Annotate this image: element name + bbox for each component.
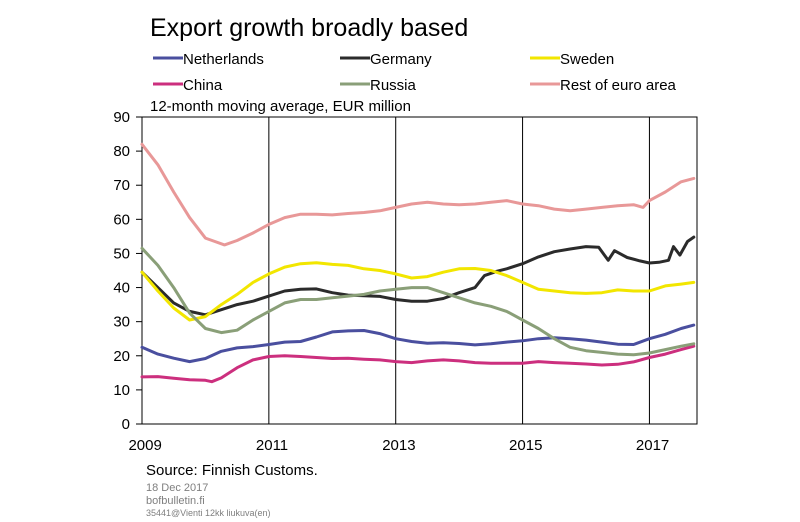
series-line-netherlands [140,323,696,364]
x-tick-label: 2015 [509,437,542,454]
source-note: Source: Finnish Customs. [146,462,318,479]
legend-item-rest-of-euro-area: Rest of euro area [530,77,677,94]
x-tick-label: 2017 [636,437,669,454]
legend-label-china: China [183,77,223,94]
legend-label-russia: Russia [370,77,417,94]
legend-item-sweden: Sweden [530,51,614,68]
chart-subtitle: 12-month moving average, EUR million [150,98,411,115]
legend: Netherlands Germany Sweden China Russia … [153,51,677,94]
file-id: 35441@Vienti 12kk liukuva(en) [146,508,271,518]
x-axis: 2009 2011 2013 2015 2017 [128,437,669,454]
publication-date: 18 Dec 2017 [146,482,208,494]
site-name: bofbulletin.fi [146,495,205,507]
y-tick-label: 0 [122,416,130,433]
y-axis: 0 10 20 30 40 50 60 70 80 90 [113,109,142,433]
series-line-russia [140,246,696,357]
x-tick-label: 2013 [382,437,415,454]
legend-item-russia: Russia [340,77,417,94]
x-tick-label: 2011 [256,437,288,454]
y-tick-label: 50 [113,245,130,262]
series-lines [140,142,696,384]
y-tick-label: 80 [113,143,130,160]
legend-label-germany: Germany [370,51,432,68]
series-line-germany [140,235,696,317]
gridlines [268,117,650,424]
y-tick-label: 30 [113,314,130,331]
legend-item-germany: Germany [340,51,432,68]
series-line-rest-of-euro-area [140,142,696,247]
plot-area-frame [141,116,698,425]
y-tick-label: 10 [113,382,130,399]
y-tick-label: 40 [113,280,130,297]
chart-title: Export growth broadly based [150,14,468,42]
series-line-sweden [140,261,696,322]
y-tick-label: 60 [113,211,130,228]
legend-label-rest-of-euro-area: Rest of euro area [560,77,677,94]
series-line-china [140,344,696,384]
y-tick-label: 90 [113,109,130,126]
x-tick-label: 2009 [128,437,161,454]
y-tick-label: 70 [113,177,130,194]
y-tick-label: 20 [113,348,130,365]
legend-label-netherlands: Netherlands [183,51,264,68]
legend-label-sweden: Sweden [560,51,614,68]
legend-item-china: China [153,77,223,94]
legend-item-netherlands: Netherlands [153,51,264,68]
